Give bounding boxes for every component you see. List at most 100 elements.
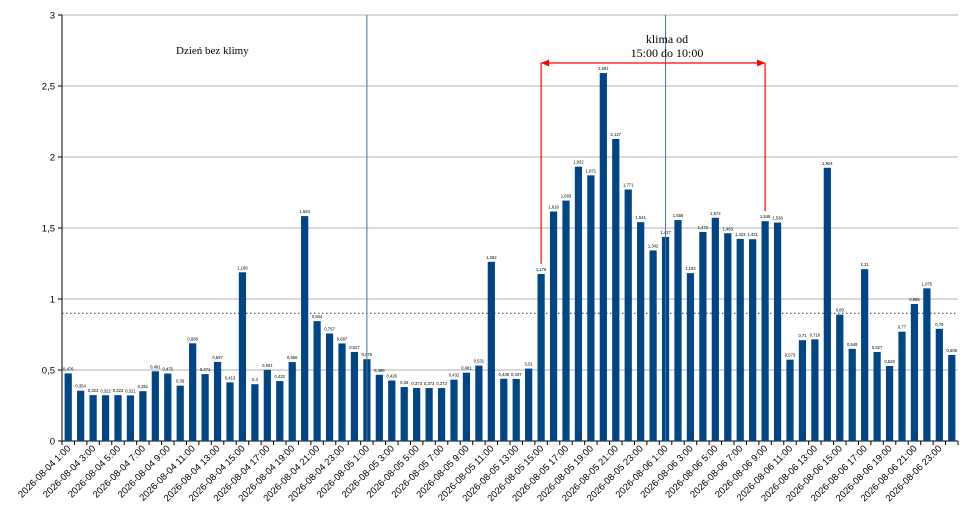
ac-arrowhead-right — [757, 59, 766, 67]
bar — [724, 233, 732, 441]
bar — [612, 138, 620, 441]
bar — [873, 351, 881, 441]
bar — [276, 381, 284, 441]
bar — [151, 371, 159, 441]
data-label: 0,51 — [525, 362, 534, 367]
bar — [786, 359, 794, 441]
bar — [475, 365, 483, 441]
data-label: 1,932 — [573, 160, 584, 165]
data-label: 2,127 — [611, 132, 622, 137]
bar — [512, 378, 520, 441]
data-label: 1,423 — [735, 232, 746, 237]
data-label: 0,373 — [436, 381, 447, 386]
bar — [525, 368, 533, 441]
bar — [89, 395, 97, 441]
data-label: 1,342 — [648, 243, 659, 248]
data-label: 1,472 — [698, 225, 709, 230]
bar — [64, 373, 72, 441]
bar — [885, 366, 894, 441]
bar — [599, 73, 607, 441]
bar — [338, 343, 346, 441]
bar-series — [64, 73, 956, 442]
bar — [649, 250, 657, 441]
data-label: 0,531 — [474, 359, 485, 364]
bar — [139, 391, 147, 441]
bar — [948, 354, 956, 441]
data-label: 0,844 — [312, 314, 323, 319]
data-label: 1,584 — [299, 209, 310, 214]
data-label: 0,373 — [424, 381, 435, 386]
bar — [749, 239, 757, 441]
data-label: 0,476 — [63, 366, 74, 371]
data-label: 0,475 — [163, 367, 174, 372]
data-label: 0,38 — [400, 380, 409, 385]
data-label: 0,323 — [113, 388, 124, 393]
data-label: 1,616 — [548, 205, 559, 210]
data-label: 1,176 — [536, 267, 547, 272]
data-label: 0,649 — [847, 342, 858, 347]
data-label: 0,354 — [75, 384, 86, 389]
y-tick-label: 2 — [50, 153, 55, 164]
annotation-no-ac: Dzień bez klimy — [176, 45, 249, 57]
y-tick-label: 2,5 — [42, 82, 55, 93]
y-tick-label: 0 — [50, 437, 55, 448]
bar — [487, 261, 495, 441]
y-axis-ticks: 0 0,5 1 1,5 2 2,5 3 — [42, 11, 62, 448]
bar — [574, 166, 583, 441]
data-label: 1,421 — [747, 232, 758, 237]
bar — [500, 378, 508, 441]
bar — [861, 269, 869, 441]
data-label: 1,771 — [623, 183, 634, 188]
data-label: 0,422 — [275, 374, 286, 379]
bar — [686, 273, 695, 441]
bar — [263, 369, 271, 441]
bar — [437, 388, 446, 441]
bar — [176, 385, 184, 441]
bar — [164, 373, 172, 441]
data-label: 0,438 — [499, 372, 510, 377]
y-tick-label: 3 — [50, 11, 55, 22]
bar — [288, 362, 296, 441]
bar — [923, 288, 931, 441]
bar — [587, 175, 595, 441]
data-label: 0,688 — [187, 336, 198, 341]
data-label: 0,322 — [100, 388, 111, 393]
bar — [637, 222, 645, 441]
data-label: 0,321 — [125, 388, 136, 393]
bar — [836, 314, 844, 441]
time-markers — [366, 15, 667, 441]
bar — [425, 388, 433, 441]
data-label: 0,437 — [511, 372, 522, 377]
data-label: 0,501 — [262, 363, 273, 368]
data-label: 1,572 — [710, 211, 721, 216]
data-label: 0,627 — [349, 345, 360, 350]
data-label: 1,188 — [237, 265, 248, 270]
data-label: 1,262 — [486, 255, 497, 260]
bar — [101, 395, 110, 441]
data-label: 1,463 — [723, 226, 734, 231]
data-label: 1,182 — [685, 266, 696, 271]
bar — [213, 361, 222, 441]
data-label: 2,591 — [598, 66, 609, 71]
bar — [77, 390, 85, 441]
data-label: 0,413 — [225, 375, 236, 380]
bar — [823, 167, 831, 442]
bar — [674, 220, 682, 441]
data-label: 0,71 — [798, 333, 807, 338]
data-label: 1,075 — [922, 281, 933, 286]
data-label: 0,89 — [836, 308, 845, 313]
bar — [910, 303, 919, 441]
bar — [413, 388, 421, 441]
annotation-ac-line1: klima od — [646, 32, 688, 46]
data-label: 1,693 — [561, 194, 572, 199]
bar — [549, 211, 558, 441]
bar — [848, 348, 856, 441]
bar — [226, 382, 234, 441]
bar — [811, 339, 819, 441]
data-label: 0,627 — [872, 345, 883, 350]
ac-arrowhead-left — [541, 59, 550, 67]
data-label: 0,471 — [200, 367, 211, 372]
data-label: 0,481 — [461, 366, 472, 371]
data-label: 0,557 — [212, 355, 223, 360]
data-label: 0,323 — [88, 388, 99, 393]
